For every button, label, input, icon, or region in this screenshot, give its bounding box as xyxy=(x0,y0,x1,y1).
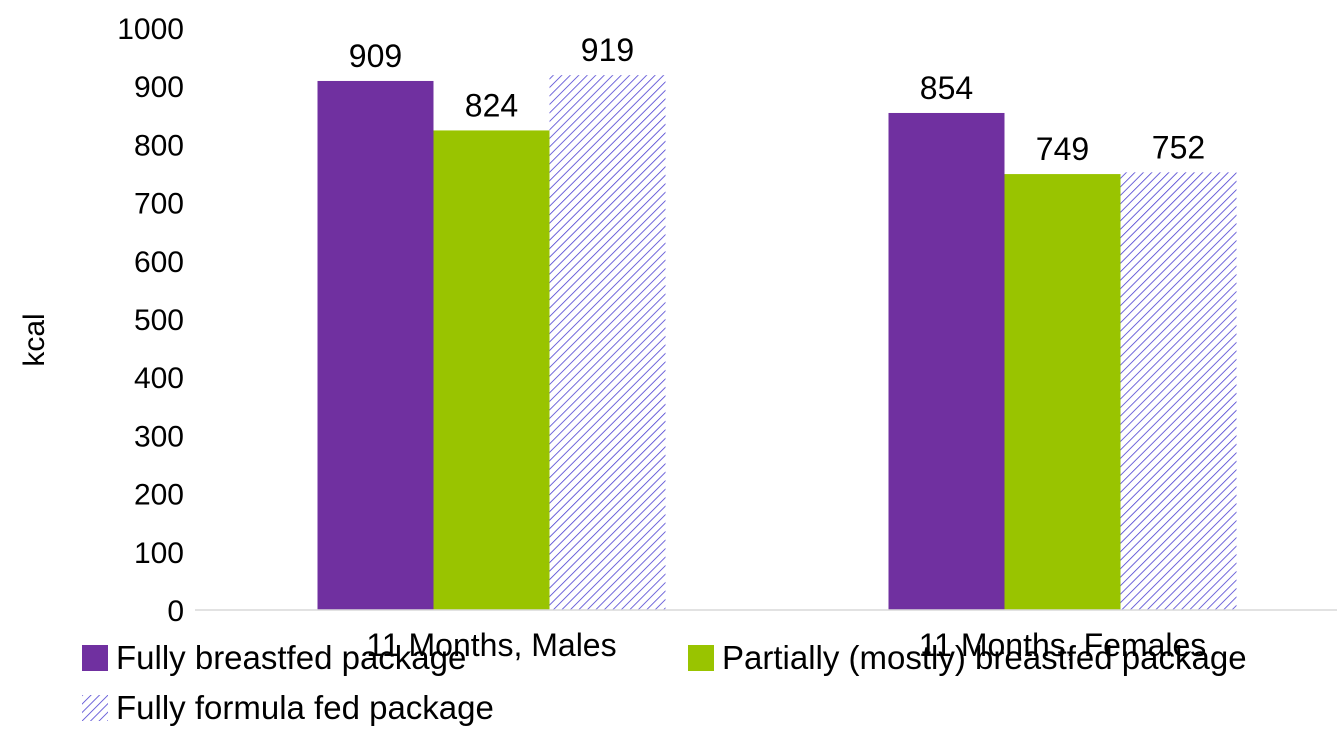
y-tick-label: 900 xyxy=(134,71,184,104)
y-axis-tick-labels: 0 100 200 300 400 500 600 700 800 900 1000 xyxy=(117,13,184,628)
y-tick-label: 700 xyxy=(134,188,184,221)
x-axis-tick-labels: 11 Months, Males 11 Months, Females xyxy=(366,627,1206,663)
bar-3-cat-1 xyxy=(549,75,666,611)
legend-item-fully-breastfed: Fully breastfed package xyxy=(82,638,466,678)
y-tick-label: 800 xyxy=(134,129,184,162)
bar-2-cat-1 xyxy=(433,130,550,610)
data-label: 752 xyxy=(1152,129,1205,165)
y-tick-label: 600 xyxy=(134,246,184,279)
data-label: 749 xyxy=(1036,131,1089,167)
bar-3-cat-2 xyxy=(1120,172,1237,610)
y-axis-title-group: kcal xyxy=(18,313,51,366)
data-label-group: 909 824 919 854 749 752 xyxy=(349,32,1205,167)
legend-label-fully-formula: Fully formula fed package xyxy=(116,689,494,726)
x-tick-label: 11 Months, Females xyxy=(919,627,1207,663)
y-tick-label: 200 xyxy=(134,479,184,512)
y-tick-label: 0 xyxy=(167,595,184,628)
legend-label-fully-breastfed: Fully breastfed package xyxy=(116,639,467,676)
y-tick-label: 400 xyxy=(134,362,184,395)
y-tick-label: 1000 xyxy=(117,13,184,46)
legend-swatch-fully-breastfed xyxy=(82,645,108,671)
bar-1-cat-2 xyxy=(888,112,1005,611)
y-tick-label: 300 xyxy=(134,420,184,453)
y-axis-title: kcal xyxy=(18,313,51,366)
chart-legend: Fully breastfed package Partially (mostl… xyxy=(78,624,1337,741)
legend-swatch-fully-formula xyxy=(82,695,108,721)
legend-label-partially-breastfed: Partially (mostly) breastfed package xyxy=(722,639,1247,676)
data-label: 824 xyxy=(465,87,518,123)
bar-2-cat-2 xyxy=(1004,174,1121,610)
data-label: 919 xyxy=(581,32,634,68)
legend-item-partially-breastfed: Partially (mostly) breastfed package xyxy=(688,638,1247,678)
bar-series-group xyxy=(317,75,1237,611)
bar-1-cat-1 xyxy=(317,80,434,611)
data-label: 854 xyxy=(920,70,973,106)
y-tick-label: 500 xyxy=(134,304,184,337)
legend-item-fully-formula: Fully formula fed package xyxy=(82,688,494,728)
y-tick-label: 100 xyxy=(134,537,184,570)
legend-swatch-partially-breastfed xyxy=(688,645,714,671)
x-tick-label: 11 Months, Males xyxy=(366,627,616,663)
data-label: 909 xyxy=(349,38,402,74)
